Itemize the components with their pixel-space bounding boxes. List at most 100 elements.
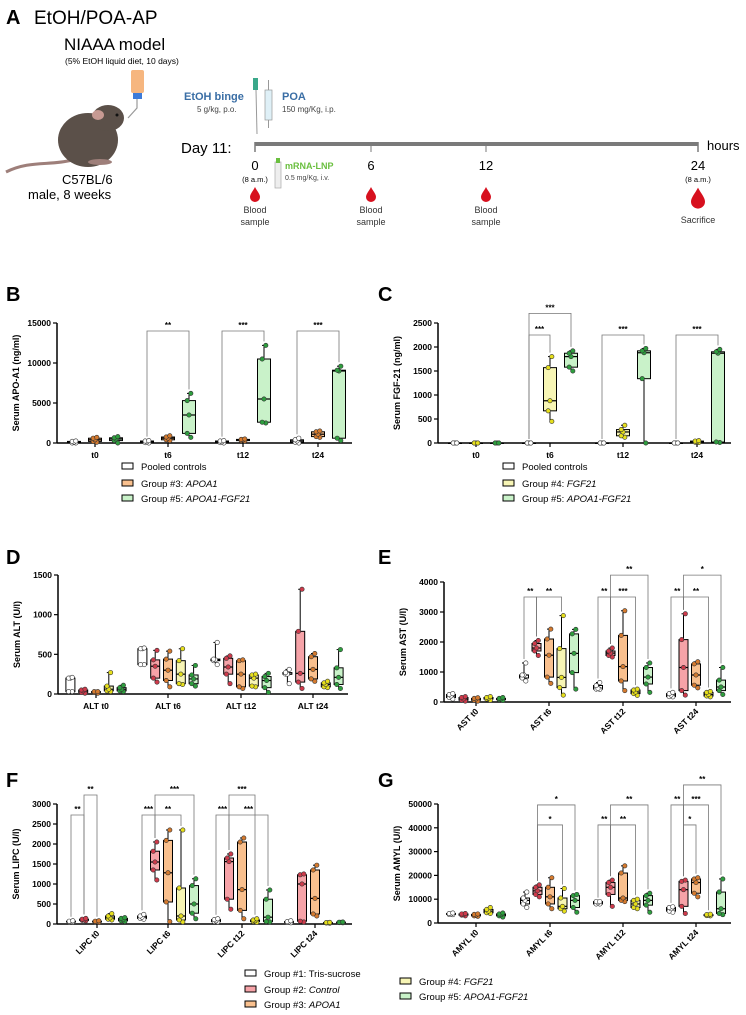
- box-g5-3: [711, 346, 725, 446]
- data-point: [286, 666, 292, 672]
- data-point: [670, 689, 676, 695]
- y-tick-label: 2000: [413, 342, 432, 352]
- data-point: [718, 684, 724, 690]
- data-point: [544, 636, 550, 642]
- box-pooled-1: [140, 438, 154, 446]
- timepoint-event-2: sample: [471, 217, 500, 227]
- data-point: [618, 427, 624, 433]
- y-tick-label: 2500: [32, 819, 51, 829]
- data-point: [223, 671, 229, 677]
- x-tick-label: t6: [546, 450, 554, 460]
- data-point: [570, 348, 576, 354]
- y-tick-label: 20000: [408, 870, 432, 880]
- bracket-line: [601, 334, 645, 439]
- data-point: [152, 663, 158, 669]
- data-point: [184, 430, 190, 436]
- box-g2-2: [605, 877, 616, 909]
- data-point: [523, 678, 529, 684]
- significance-bracket: ***: [601, 325, 645, 439]
- y-tick-label: 1500: [413, 366, 432, 376]
- legend-label: Group #3: APOA1: [141, 479, 218, 490]
- y-tick-label: 1000: [413, 390, 432, 400]
- y-tick-label: 2000: [419, 637, 438, 647]
- x-tick-label: t12: [237, 450, 250, 460]
- data-point: [261, 396, 267, 402]
- box-g4-3: [690, 438, 704, 446]
- significance-label: **: [527, 587, 534, 596]
- box-g3-3: [310, 862, 320, 919]
- legend-swatch: [399, 992, 412, 1000]
- box-g5-2: [263, 887, 273, 925]
- significance-bracket: **: [70, 805, 85, 917]
- data-point: [622, 863, 628, 869]
- box-iqr: [544, 638, 554, 678]
- data-point: [308, 676, 314, 682]
- timepoint-event-2: sample: [240, 217, 269, 227]
- x-tick-label: t12: [617, 450, 630, 460]
- data-point: [336, 674, 342, 680]
- box-g5-0: [496, 694, 506, 703]
- data-point: [189, 883, 195, 889]
- timepoint-event: Blood: [359, 205, 382, 215]
- legend-prefix: Pooled controls: [141, 462, 207, 473]
- box-g3-0: [91, 689, 101, 696]
- data-point: [163, 656, 169, 662]
- data-point: [609, 645, 615, 651]
- data-point: [639, 376, 645, 382]
- box-g3-0: [92, 918, 102, 925]
- data-point: [263, 342, 269, 348]
- data-point: [475, 911, 481, 917]
- data-point: [670, 904, 676, 910]
- timepoint-0: 0 (8 a.m.) Blood sample: [240, 158, 269, 227]
- data-point: [634, 686, 640, 692]
- data-point: [647, 689, 653, 695]
- box-g2-1: [531, 637, 542, 658]
- legend-swatch: [244, 985, 257, 993]
- legend-group-name: APOA1-FGF21: [463, 992, 528, 1003]
- significance-label: **: [601, 587, 608, 596]
- data-point: [535, 637, 541, 643]
- significance-bracket: ***: [528, 303, 572, 439]
- data-point: [570, 905, 576, 911]
- data-point: [308, 654, 314, 660]
- significance-bracket: *: [683, 815, 697, 877]
- timepoint-1: 6 Blood sample: [356, 158, 385, 227]
- data-point: [176, 658, 182, 664]
- significance-label: *: [555, 795, 559, 804]
- box-g4-2: [616, 422, 630, 440]
- significance-label: **: [601, 815, 608, 824]
- legend-item-g5: Group #5: APOA1-FGF21: [399, 992, 528, 1003]
- data-point: [609, 877, 615, 883]
- data-point: [73, 438, 79, 444]
- box-g2-3: [295, 586, 306, 691]
- blood-drop-icon: [366, 187, 376, 202]
- data-point: [334, 665, 340, 671]
- data-point: [720, 664, 726, 670]
- data-point: [533, 884, 539, 890]
- timepoint-event: Blood: [474, 205, 497, 215]
- legend-label: Pooled controls: [522, 462, 588, 473]
- box-g4-0: [469, 440, 483, 446]
- legend-label: Group #5: APOA1-FGF21: [141, 494, 250, 505]
- data-point: [327, 919, 333, 925]
- box-g1-2: [593, 899, 603, 907]
- y-tick-label: 0: [47, 689, 52, 699]
- data-point: [716, 889, 722, 895]
- data-point: [192, 662, 198, 668]
- box-g5-3: [716, 876, 726, 918]
- data-point: [549, 906, 555, 912]
- significance-label: ***: [238, 321, 248, 330]
- data-point: [70, 918, 76, 924]
- x-tick-label: LIPC t6: [145, 928, 173, 956]
- timepoint-hour: 12: [479, 158, 493, 173]
- significance-bracket: ***: [296, 321, 340, 435]
- data-point: [165, 870, 171, 876]
- data-point: [696, 438, 702, 444]
- data-point: [622, 688, 628, 694]
- data-point: [519, 672, 525, 678]
- data-point: [682, 910, 688, 916]
- data-point: [299, 586, 305, 592]
- data-point: [191, 901, 197, 907]
- x-tick-label: AST t12: [598, 706, 628, 736]
- significance-bracket: **: [146, 321, 190, 437]
